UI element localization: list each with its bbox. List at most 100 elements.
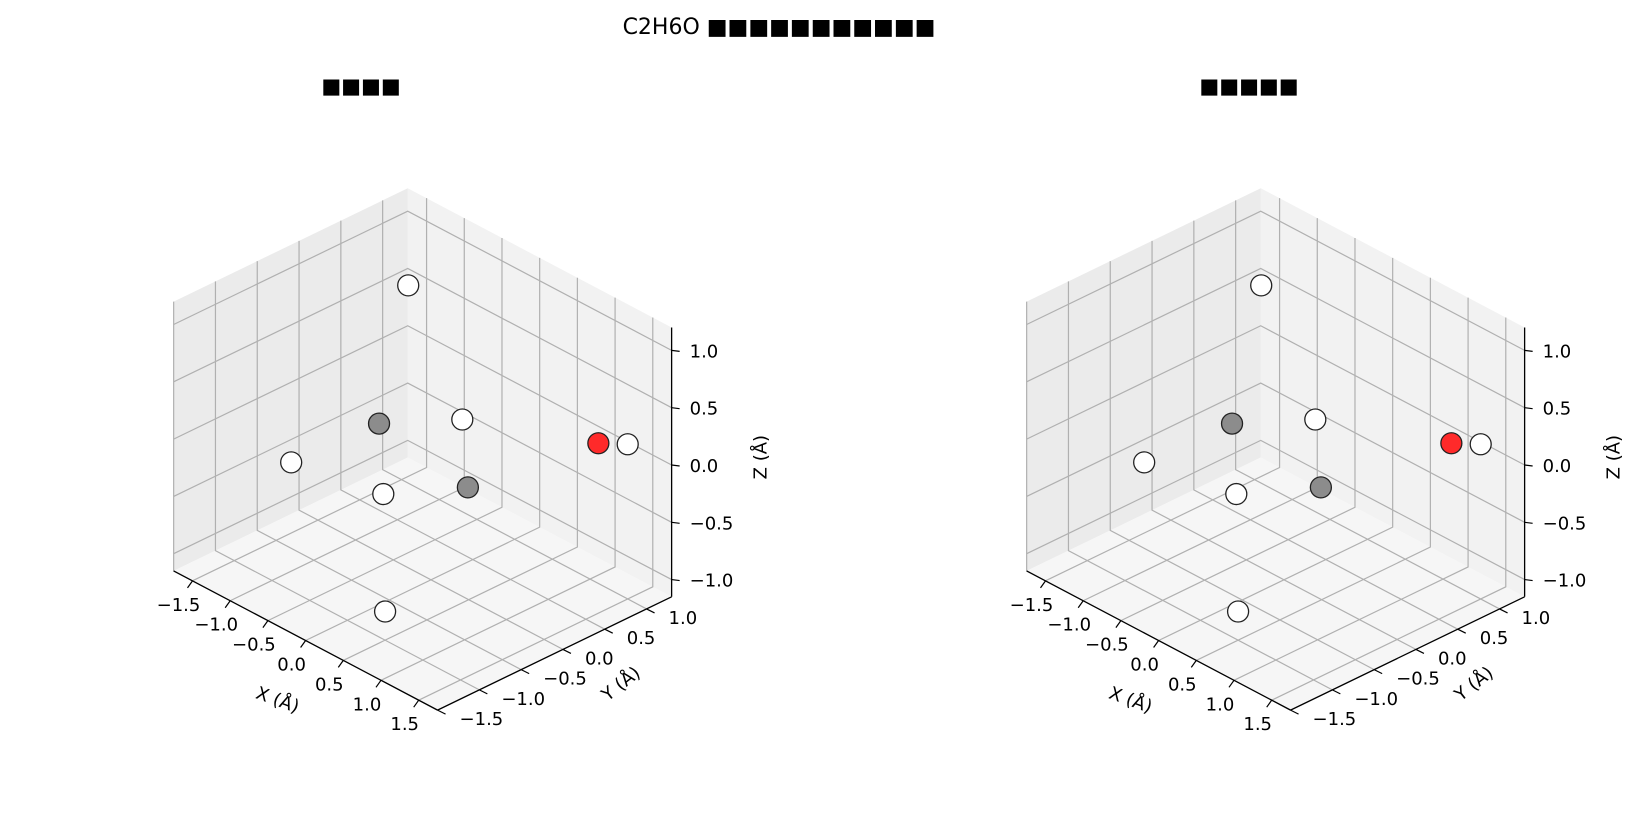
gridline-y [1109, 261, 1375, 671]
tick-label-y: 0.0 [1438, 648, 1467, 669]
tick-label-y: 0.5 [1480, 628, 1509, 649]
gridline-z [1026, 210, 1525, 351]
tick-y [479, 689, 488, 695]
tick-label-y: −0.5 [1396, 669, 1440, 690]
atom-h [616, 433, 639, 456]
tick-x [375, 679, 382, 688]
tick-z [1524, 407, 1533, 410]
axis-y [437, 596, 672, 711]
z-axis-label: Z (Å) [750, 435, 772, 479]
gridline-z [173, 267, 672, 409]
gridline-z [173, 382, 672, 523]
tick-x [1040, 580, 1046, 589]
gridline-x [1120, 237, 1356, 622]
tick-z [1524, 349, 1533, 352]
tick-z [671, 521, 680, 524]
gridline-z [173, 210, 672, 351]
figure-title: C2H6O ■■■■■■■■■■■ [623, 15, 936, 40]
tick-y [562, 648, 572, 654]
tick-x [262, 620, 269, 628]
gridline-y [1235, 200, 1500, 610]
gridline-z [1026, 325, 1525, 466]
gridline-y [1193, 220, 1459, 630]
gridline-x [1045, 198, 1281, 582]
atom-c [1220, 412, 1244, 435]
tick-label-z: 0.5 [690, 399, 719, 420]
tick-y [1332, 689, 1341, 695]
panel-right: ■■■■■ −1.5−1.0−0.50.00.51.01.5 −1.5−1.0−0… [1010, 74, 1625, 735]
gridline-y [214, 281, 480, 691]
tick-y [1415, 648, 1425, 654]
gridline-z [1026, 439, 1525, 581]
gridline-z [173, 439, 672, 581]
axis-x [1026, 570, 1291, 711]
atom-h [373, 600, 397, 623]
atom-h [1304, 408, 1327, 431]
gridline-z [1026, 382, 1525, 523]
tick-label-y: 1.0 [669, 608, 698, 629]
atom-c [367, 412, 391, 435]
tick-z [671, 349, 680, 352]
tick-label-y: −0.5 [543, 669, 587, 690]
tick-label-y: −1.5 [1313, 709, 1357, 730]
tick-x [300, 640, 307, 648]
tick-label-y: −1.0 [1354, 689, 1398, 710]
tick-label-z: 0.0 [1543, 456, 1572, 477]
tick-label-z: 1.0 [1543, 341, 1572, 362]
tick-label-x: −0.5 [1085, 635, 1129, 656]
atom-c [456, 476, 480, 499]
pane-side [173, 188, 408, 571]
tick-label-x: 0.5 [1168, 674, 1197, 695]
tick-y [1499, 608, 1508, 614]
panel-title: ■■■■ [321, 74, 400, 98]
atom-o [1440, 432, 1463, 455]
tick-label-z: 0.0 [690, 456, 719, 477]
gridline-z [173, 325, 672, 466]
gridline-x [192, 198, 428, 582]
atom-h [397, 274, 420, 297]
atom-h [451, 408, 474, 431]
gridline-x [380, 297, 616, 681]
tick-z [1524, 521, 1533, 524]
atom-h [1469, 433, 1492, 456]
tick-label-x: 1.0 [1206, 694, 1235, 715]
tick-label-z: −1.0 [690, 571, 734, 592]
gridline-y [1067, 281, 1333, 691]
tick-label-y: −1.5 [460, 709, 504, 730]
gridline-x [1271, 317, 1507, 701]
tick-x [1228, 679, 1235, 688]
tick-label-z: −1.0 [1543, 571, 1587, 592]
gridline-z [1026, 267, 1525, 409]
tick-label-x: 0.0 [1130, 655, 1159, 676]
tick-label-z: 0.5 [1543, 399, 1572, 420]
x-axis-label: X (Å) [253, 682, 302, 718]
tick-z [1524, 578, 1533, 582]
x-axis-label: X (Å) [1106, 682, 1155, 718]
tick-z [671, 578, 680, 582]
tick-label-y: −1.0 [501, 689, 545, 710]
tick-z [671, 464, 680, 467]
tick-label-y: 1.0 [1522, 608, 1551, 629]
tick-label-x: 0.0 [277, 655, 306, 676]
gridline-x [1233, 297, 1469, 681]
tick-label-x: 1.0 [353, 694, 382, 715]
gridline-y [298, 240, 564, 650]
gridline-y [1151, 240, 1417, 650]
atom-c [1309, 476, 1333, 499]
gridline-y [382, 200, 647, 610]
gridline-x [267, 237, 503, 622]
tick-label-x: 1.5 [390, 714, 419, 735]
tick-x [224, 600, 231, 609]
tick-label-y: 0.5 [627, 628, 656, 649]
tick-y [437, 709, 446, 715]
tick-label-z: −0.5 [1543, 513, 1587, 534]
tick-y [604, 628, 614, 634]
tick-label-x: −1.0 [1047, 615, 1091, 636]
z-axis-label: Z (Å) [1603, 435, 1625, 479]
tick-label-x: 1.5 [1243, 714, 1272, 735]
tick-label-y: 0.0 [585, 648, 614, 669]
tick-label-x: −1.0 [194, 615, 238, 636]
tick-z [671, 407, 680, 410]
tick-y [520, 669, 530, 675]
